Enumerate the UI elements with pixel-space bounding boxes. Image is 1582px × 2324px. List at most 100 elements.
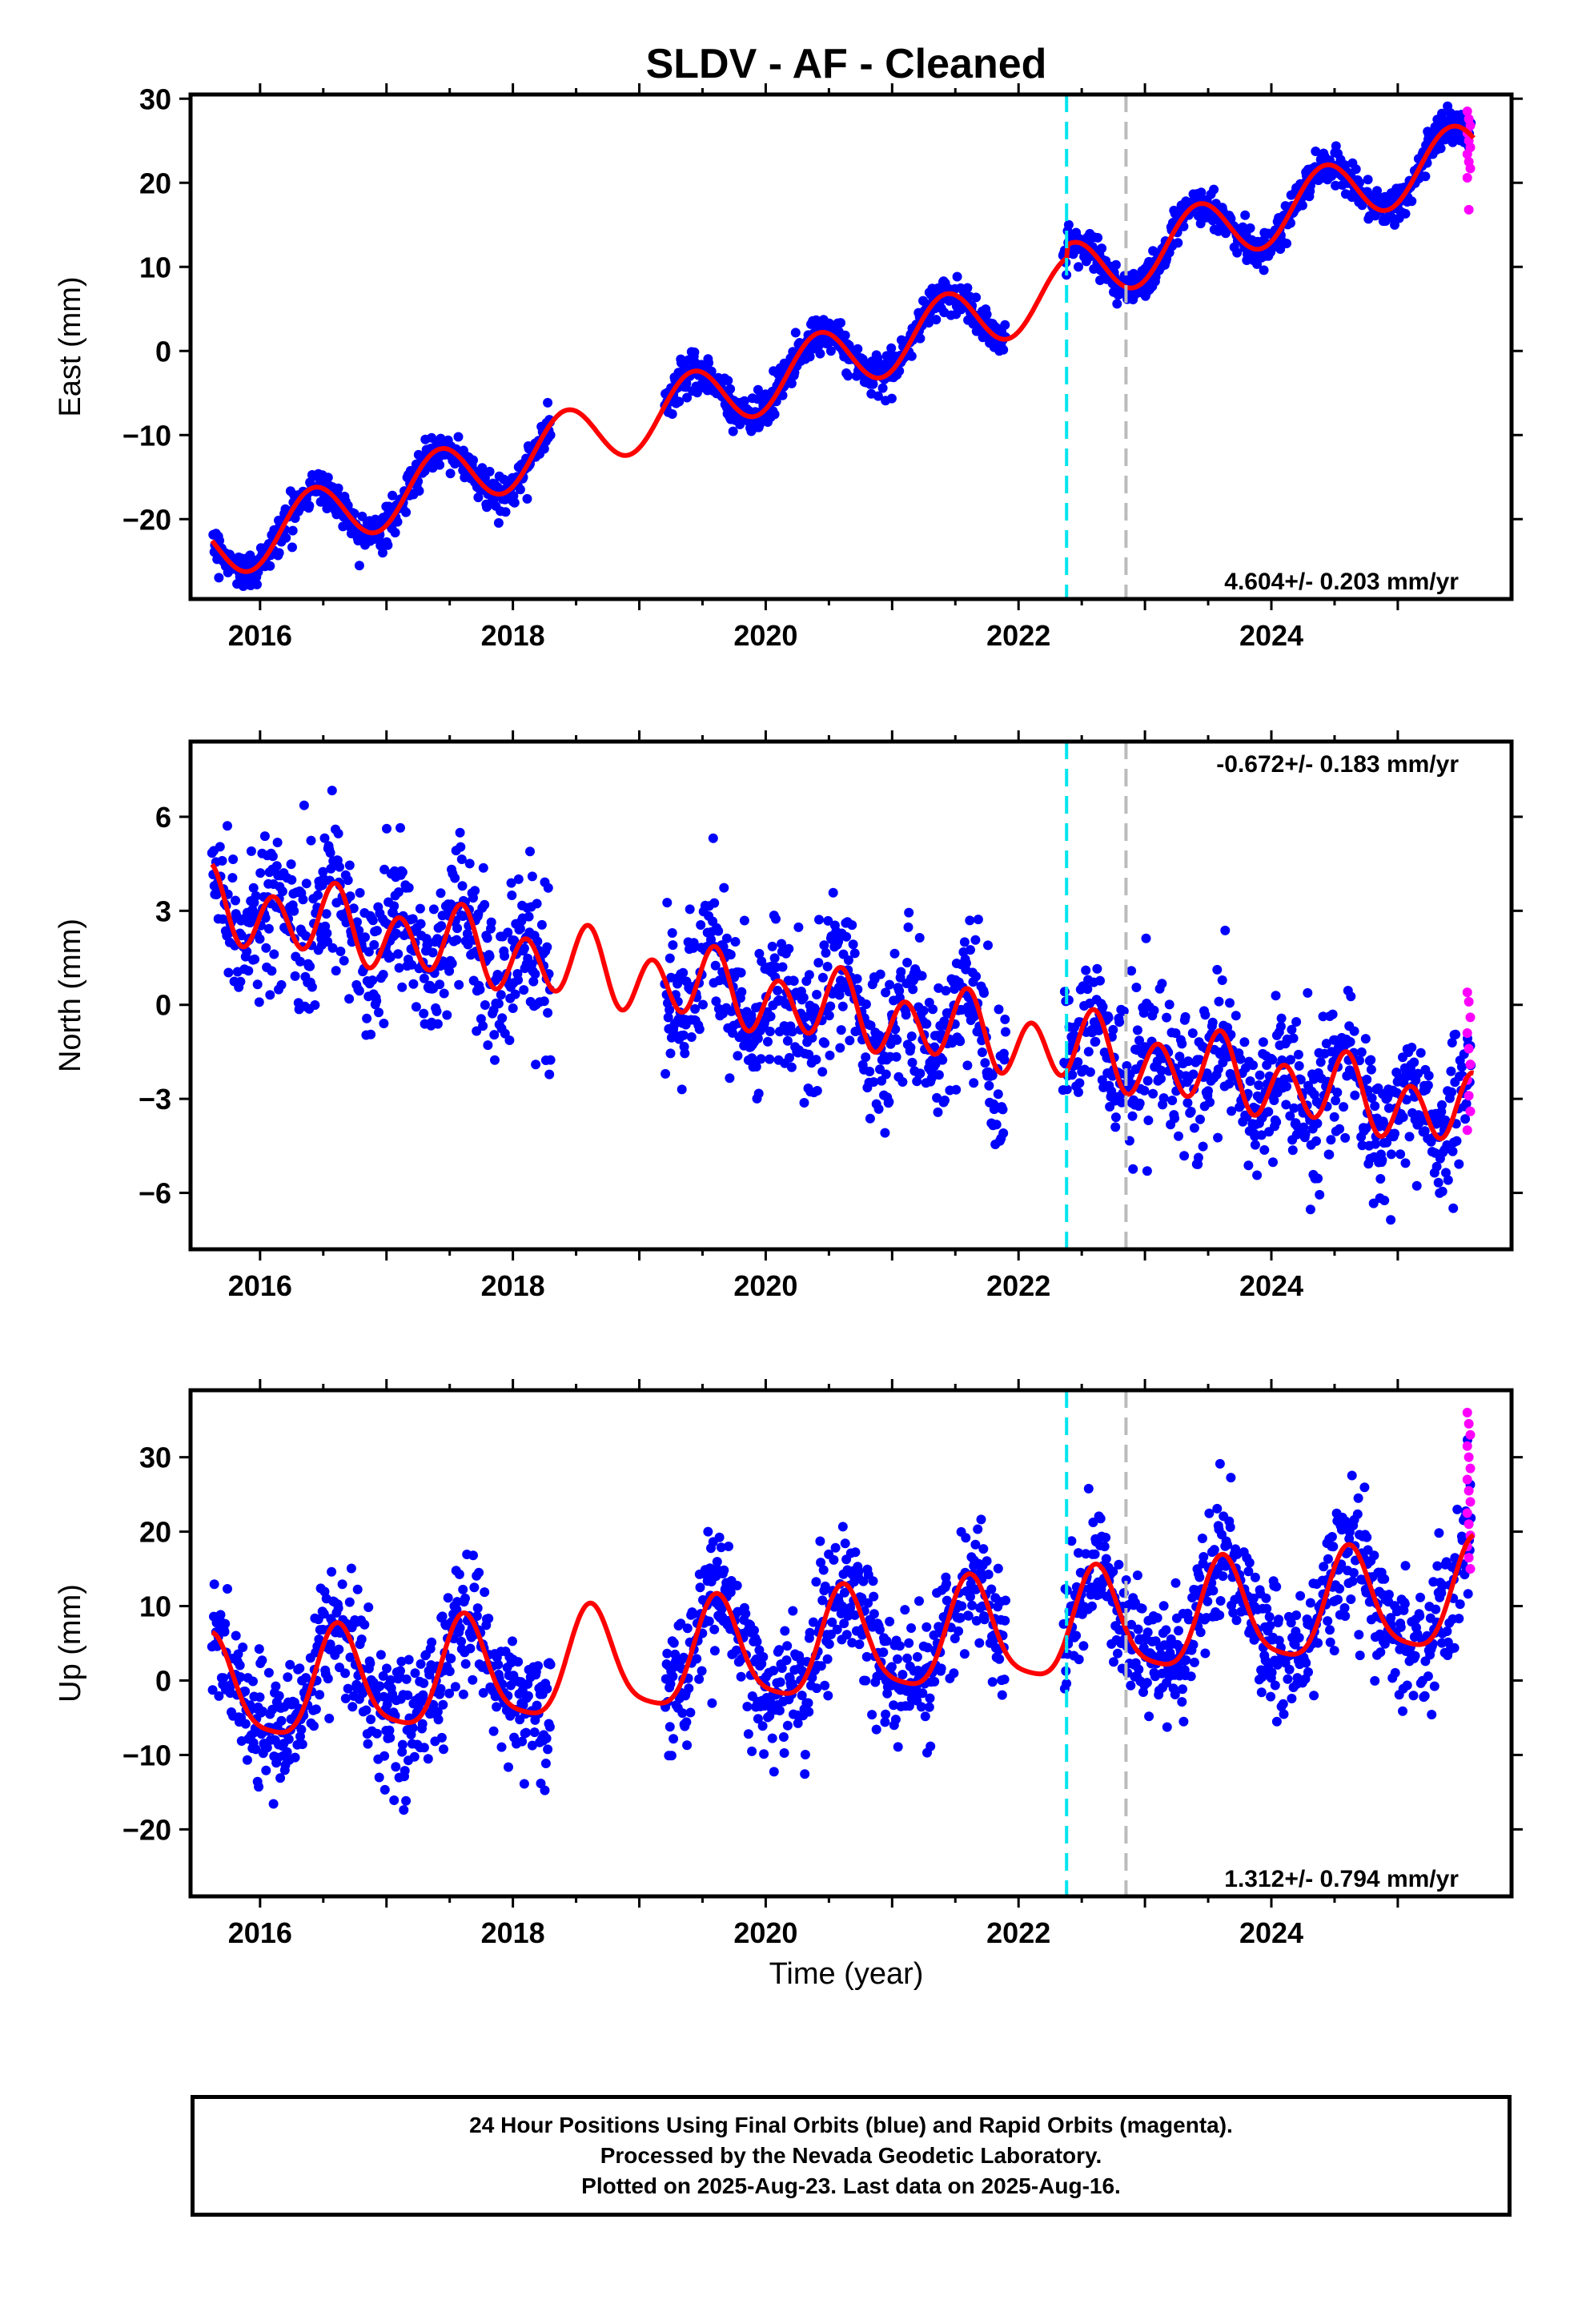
data-point bbox=[344, 860, 355, 870]
data-point bbox=[753, 1714, 763, 1724]
data-point bbox=[749, 1625, 759, 1635]
data-point bbox=[1132, 1570, 1142, 1581]
data-point bbox=[1275, 244, 1286, 254]
data-point bbox=[1357, 1140, 1367, 1151]
data-point bbox=[497, 1013, 508, 1023]
y-axis-label: East (mm) bbox=[54, 276, 87, 416]
data-point bbox=[335, 862, 344, 872]
data-point bbox=[207, 1685, 218, 1695]
y-tick-label: −6 bbox=[139, 1177, 171, 1210]
data-point bbox=[313, 890, 323, 900]
data-point bbox=[730, 937, 741, 947]
data-point bbox=[724, 1542, 733, 1551]
data-point bbox=[246, 846, 256, 856]
data-point bbox=[921, 1622, 932, 1632]
model-curve bbox=[210, 862, 1474, 1141]
data-point bbox=[327, 943, 338, 953]
data-point bbox=[1355, 1055, 1364, 1066]
data-point bbox=[385, 952, 396, 962]
data-point bbox=[993, 1089, 1003, 1100]
data-point bbox=[407, 959, 417, 970]
data-point bbox=[984, 1080, 994, 1091]
data-point bbox=[543, 1007, 553, 1018]
data-point bbox=[391, 928, 402, 939]
data-point bbox=[771, 914, 781, 924]
data-point bbox=[1106, 1086, 1117, 1096]
data-point bbox=[500, 507, 511, 517]
data-point bbox=[236, 931, 247, 941]
data-point bbox=[1126, 1680, 1136, 1691]
data-point bbox=[904, 1701, 914, 1711]
data-point bbox=[268, 1799, 279, 1809]
data-point bbox=[784, 943, 794, 954]
data-point bbox=[843, 955, 853, 965]
rapid-orbit-point bbox=[1464, 996, 1474, 1007]
data-point bbox=[248, 1676, 258, 1687]
data-point bbox=[367, 975, 378, 986]
data-point bbox=[468, 455, 478, 465]
data-point bbox=[1351, 164, 1361, 175]
data-point bbox=[1286, 1055, 1295, 1065]
data-point bbox=[527, 1740, 537, 1751]
data-point bbox=[829, 1554, 839, 1565]
data-point bbox=[311, 1704, 321, 1715]
data-point bbox=[340, 1693, 351, 1703]
data-point bbox=[1198, 1141, 1208, 1152]
data-point bbox=[415, 903, 425, 914]
data-point bbox=[1209, 1545, 1219, 1555]
data-point bbox=[869, 1591, 879, 1602]
panel-frame bbox=[188, 92, 1514, 601]
data-point bbox=[450, 1682, 460, 1692]
data-point bbox=[454, 979, 464, 990]
data-point bbox=[445, 468, 456, 479]
data-point bbox=[231, 895, 240, 906]
data-point bbox=[318, 866, 328, 877]
data-point bbox=[1122, 1061, 1132, 1071]
data-point bbox=[257, 1655, 267, 1666]
data-point bbox=[438, 1699, 448, 1710]
data-point bbox=[886, 1662, 897, 1672]
data-point bbox=[713, 926, 724, 936]
rapid-orbit-point bbox=[1465, 1012, 1476, 1023]
data-point bbox=[819, 940, 829, 951]
data-point bbox=[524, 911, 534, 922]
data-point bbox=[515, 923, 525, 934]
data-point bbox=[711, 996, 721, 1007]
y-tick-label: 3 bbox=[155, 895, 171, 927]
data-point bbox=[940, 1096, 950, 1105]
data-point bbox=[840, 330, 850, 340]
data-point bbox=[1382, 1137, 1392, 1148]
data-point bbox=[751, 1062, 761, 1072]
data-point bbox=[393, 949, 404, 959]
data-point bbox=[295, 1663, 305, 1674]
data-point bbox=[930, 1676, 940, 1687]
data-point bbox=[267, 851, 278, 862]
x-tick-label: 2016 bbox=[228, 1269, 292, 1302]
data-point bbox=[891, 1051, 901, 1062]
data-point bbox=[767, 1733, 777, 1743]
data-point bbox=[437, 1611, 448, 1622]
data-point bbox=[906, 1031, 917, 1041]
data-point bbox=[254, 1782, 264, 1792]
data-point bbox=[753, 384, 763, 395]
data-point bbox=[354, 986, 364, 996]
data-point bbox=[539, 444, 549, 454]
data-point bbox=[977, 1047, 987, 1057]
data-point bbox=[665, 1005, 675, 1015]
data-point bbox=[823, 915, 833, 926]
data-point bbox=[327, 1566, 337, 1577]
chart-title: SLDV - AF - Cleaned bbox=[646, 41, 1047, 87]
data-point bbox=[677, 1084, 687, 1095]
data-point bbox=[890, 1715, 901, 1725]
data-point bbox=[262, 1743, 272, 1753]
data-point bbox=[793, 922, 804, 932]
data-point bbox=[1220, 925, 1231, 935]
data-point bbox=[1062, 1679, 1072, 1689]
data-point bbox=[1195, 1114, 1205, 1124]
data-point bbox=[493, 972, 504, 983]
data-point bbox=[540, 1759, 551, 1768]
data-point bbox=[1235, 1054, 1246, 1064]
data-point bbox=[545, 430, 556, 440]
data-point bbox=[271, 861, 282, 871]
data-point bbox=[456, 842, 466, 852]
